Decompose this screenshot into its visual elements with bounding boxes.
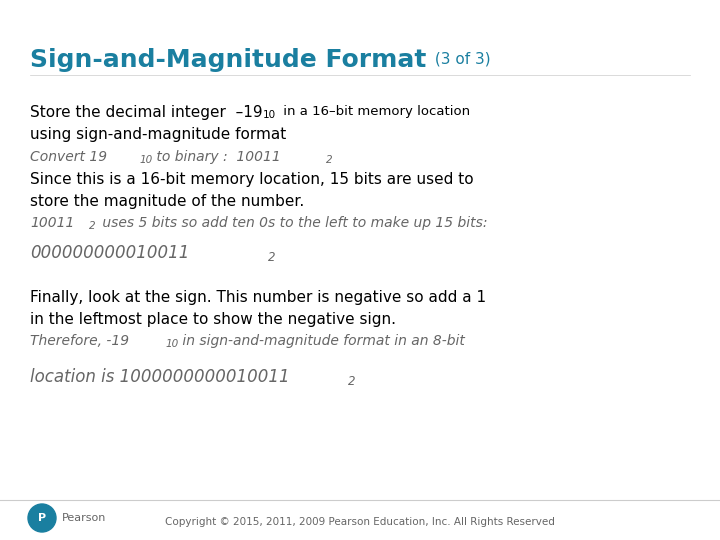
Text: Pearson: Pearson <box>62 513 107 523</box>
Text: Copyright © 2015, 2011, 2009 Pearson Education, Inc. All Rights Reserved: Copyright © 2015, 2011, 2009 Pearson Edu… <box>165 517 555 527</box>
Text: in a 16–bit memory location: in a 16–bit memory location <box>279 105 470 118</box>
Text: 2: 2 <box>268 251 276 264</box>
Text: 10: 10 <box>263 110 276 120</box>
Text: (3 of 3): (3 of 3) <box>430 52 490 67</box>
Text: Since this is a 16-bit memory location, 15 bits are used to: Since this is a 16-bit memory location, … <box>30 172 474 187</box>
Text: 000000000010011: 000000000010011 <box>30 244 189 262</box>
Text: Convert 19: Convert 19 <box>30 150 107 164</box>
Text: P: P <box>38 513 46 523</box>
Text: uses 5 bits so add ten 0s to the left to make up 15 bits:: uses 5 bits so add ten 0s to the left to… <box>98 216 487 230</box>
Text: 2: 2 <box>348 375 356 388</box>
Text: location is 1000000000010011: location is 1000000000010011 <box>30 368 289 386</box>
Circle shape <box>28 504 56 532</box>
Text: 10: 10 <box>165 339 179 349</box>
Text: Sign-and-Magnitude Format: Sign-and-Magnitude Format <box>30 48 426 72</box>
Text: store the magnitude of the number.: store the magnitude of the number. <box>30 194 305 209</box>
Text: using sign-and-magnitude format: using sign-and-magnitude format <box>30 127 287 142</box>
Text: Finally, look at the sign. This number is negative so add a 1: Finally, look at the sign. This number i… <box>30 290 486 305</box>
Text: in sign-and-magnitude format in an 8-bit: in sign-and-magnitude format in an 8-bit <box>178 334 465 348</box>
Text: 2: 2 <box>89 221 96 231</box>
Text: to binary :  10011: to binary : 10011 <box>152 150 281 164</box>
Text: in the leftmost place to show the negative sign.: in the leftmost place to show the negati… <box>30 312 396 327</box>
Text: Therefore, -19: Therefore, -19 <box>30 334 129 348</box>
Text: 10: 10 <box>139 155 152 165</box>
Text: 2: 2 <box>326 155 333 165</box>
Text: Store the decimal integer  –19: Store the decimal integer –19 <box>30 105 263 120</box>
Text: 10011: 10011 <box>30 216 74 230</box>
